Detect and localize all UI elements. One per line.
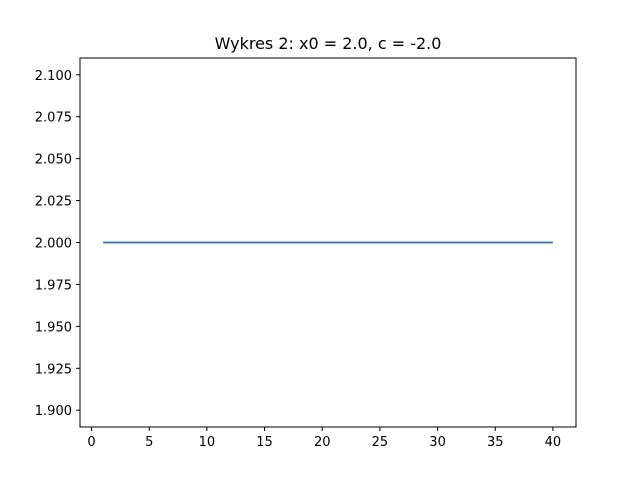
y-axis-ticks: 1.900 1.925 1.950 1.975 2.000 2.025 2.050 2.075… — [35, 69, 80, 419]
x-tick-label: 20 — [314, 435, 331, 450]
y-tick-label: 2.075 — [35, 111, 72, 126]
x-tick-label: 5 — [145, 435, 153, 450]
y-tick-label: 1.950 — [35, 320, 72, 335]
y-tick-label: 2.050 — [35, 153, 72, 168]
y-tick-label: 1.900 — [35, 404, 72, 419]
x-tick-label: 15 — [256, 435, 273, 450]
y-tick-label: 2.100 — [35, 69, 72, 84]
x-tick-label: 10 — [199, 435, 216, 450]
chart-title: Wykres 2: x0 = 2.0, c = -2.0 — [215, 34, 442, 53]
x-tick-label: 40 — [545, 435, 562, 450]
y-tick-label: 2.000 — [35, 237, 72, 252]
x-tick-label: 25 — [372, 435, 389, 450]
x-tick-label: 30 — [429, 435, 446, 450]
y-tick-label: 1.975 — [35, 278, 72, 293]
x-axis-ticks: 0 5 10 15 20 25 30 35 40 — [87, 427, 561, 450]
y-tick-label: 1.925 — [35, 362, 72, 377]
x-tick-label: 0 — [87, 435, 95, 450]
x-tick-label: 35 — [487, 435, 504, 450]
plot-area-frame — [79, 57, 577, 428]
y-tick-label: 2.025 — [35, 195, 72, 210]
